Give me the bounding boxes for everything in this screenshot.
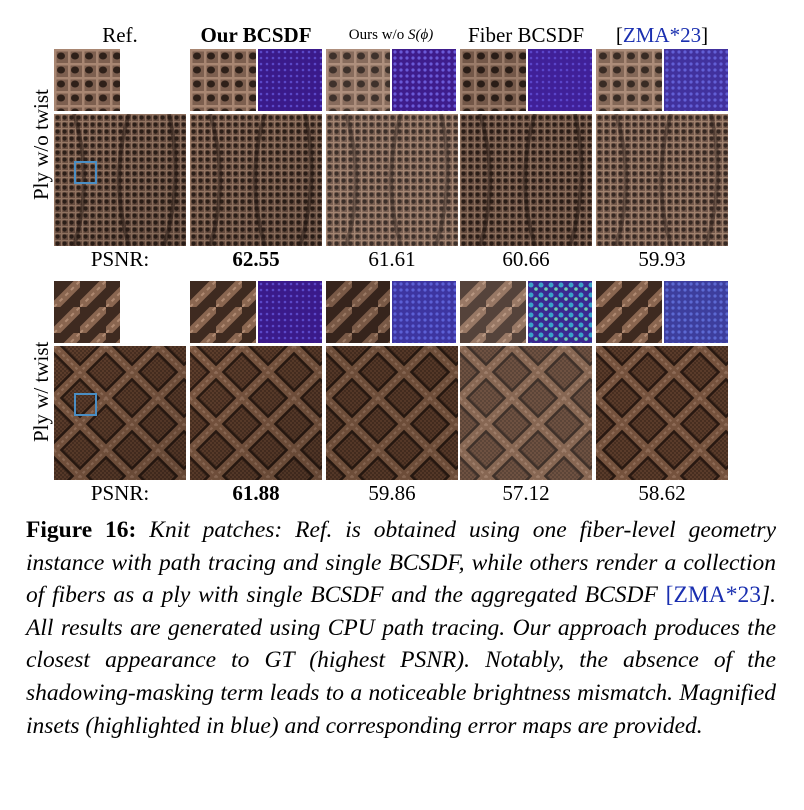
psnr-fiber-row1: 60.66 bbox=[502, 247, 550, 271]
error-map-ours-wo-s-row2 bbox=[392, 281, 456, 343]
render-ref-row2 bbox=[54, 346, 186, 480]
column-header-ours: Our BCSDF bbox=[200, 23, 312, 47]
inset-fiber-row2 bbox=[460, 281, 526, 343]
row-label-ply-wo-twist: Ply w/o twist bbox=[29, 89, 53, 200]
render-fiber-row1 bbox=[460, 114, 592, 246]
psnr-label-row2: PSNR: bbox=[90, 481, 150, 505]
render-ref-row1 bbox=[54, 114, 186, 246]
figure-label: Figure 16: bbox=[26, 517, 137, 543]
inset-ref-row1 bbox=[54, 49, 120, 111]
zma-bracket-open: [ bbox=[615, 23, 623, 47]
psnr-zma-row2: 58.62 bbox=[638, 481, 686, 505]
render-ours-wo-s-row2 bbox=[326, 346, 458, 480]
psnr-ours-wo-s-row2: 59.86 bbox=[368, 481, 416, 505]
render-zma-row2 bbox=[596, 346, 728, 480]
column-header-zma: [ZMA*23] bbox=[594, 20, 730, 50]
psnr-fiber-row2: 57.12 bbox=[502, 481, 550, 505]
inset-highlight-box-row2 bbox=[74, 393, 97, 416]
caption-text-1: Knit patches: Ref. is obtained using one… bbox=[26, 517, 777, 609]
psnr-ours-row2: 61.88 bbox=[232, 481, 280, 505]
row-label-ply-w-twist: Ply w/ twist bbox=[29, 341, 53, 442]
inset-zma-row1 bbox=[596, 49, 662, 111]
psnr-ours-row1: 62.55 bbox=[232, 247, 280, 271]
caption-text-2: . All results are generated using CPU pa… bbox=[26, 582, 776, 739]
zma-bracket-close: ] bbox=[701, 23, 709, 47]
render-zma-row1 bbox=[596, 114, 728, 246]
inset-fiber-row1 bbox=[460, 49, 526, 111]
caption-citation-link[interactable]: ZMA*23 bbox=[673, 582, 761, 609]
psnr-ours-wo-s-row1: 61.61 bbox=[368, 247, 416, 271]
error-map-fiber-row2 bbox=[528, 281, 592, 343]
inset-ours-row1 bbox=[190, 49, 256, 111]
error-map-ours-wo-s-row1 bbox=[392, 49, 456, 111]
inset-zma-row2 bbox=[596, 281, 662, 343]
inset-highlight-box-row1 bbox=[74, 161, 97, 184]
inset-ours-wo-s-row2 bbox=[326, 281, 390, 343]
caption-cite-close: ] bbox=[760, 582, 771, 609]
column-header-ours-wo-s: Ours w/o S(ϕ) bbox=[324, 20, 458, 50]
column-header-ours-wo-symbol: S(ϕ) bbox=[407, 27, 434, 43]
caption-cite-open: [ bbox=[665, 582, 674, 609]
error-map-zma-row2 bbox=[664, 281, 728, 343]
render-fiber-row2 bbox=[460, 346, 592, 480]
column-header-fiber: Fiber BCSDF bbox=[467, 23, 585, 47]
inset-ours-row2 bbox=[190, 281, 256, 343]
inset-ours-wo-s-row1 bbox=[326, 49, 390, 111]
error-map-zma-row1 bbox=[664, 49, 728, 111]
psnr-zma-row1: 59.93 bbox=[638, 247, 686, 271]
inset-ref-row2 bbox=[54, 281, 120, 343]
psnr-label-row1: PSNR: bbox=[90, 247, 150, 271]
render-ours-row2 bbox=[190, 346, 322, 480]
column-header-ref: Ref. bbox=[102, 23, 138, 47]
error-map-ours-row1 bbox=[258, 49, 322, 111]
render-ours-row1 bbox=[190, 114, 322, 246]
render-ours-wo-s-row1 bbox=[326, 114, 458, 246]
figure-caption: Figure 16: Knit patches: Ref. is obtaine… bbox=[26, 514, 776, 742]
column-header-ours-wo-prefix: Ours w/o bbox=[348, 27, 408, 43]
error-map-ours-row2 bbox=[258, 281, 322, 343]
error-map-fiber-row1 bbox=[528, 49, 592, 111]
zma-citation-link[interactable]: ZMA*23 bbox=[622, 23, 702, 47]
